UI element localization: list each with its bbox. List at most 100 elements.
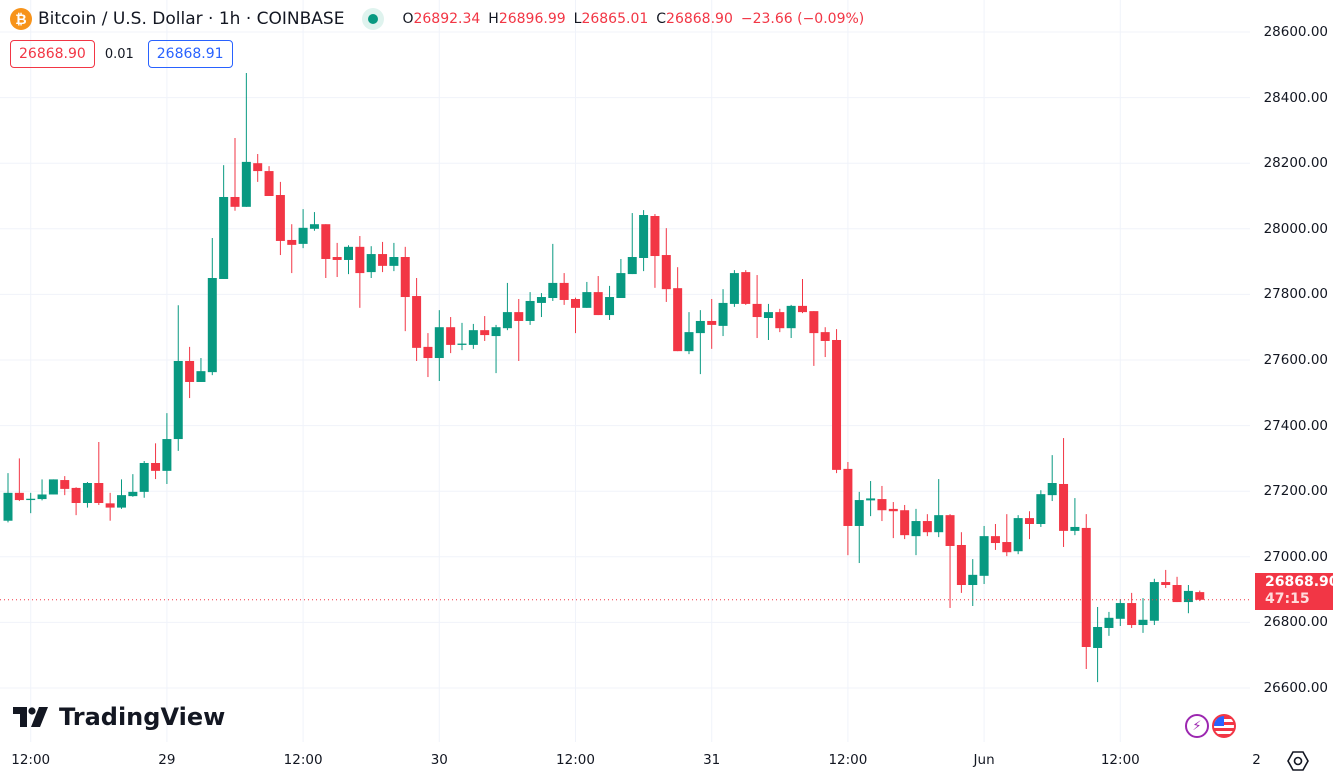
us-flag-icon[interactable] — [1212, 714, 1236, 738]
candle-body-up — [1013, 518, 1023, 552]
price-axis[interactable]: 28600.00 28400.00 28200.00 28000.00 27800.00… — [1250, 0, 1338, 742]
candle-body-down — [514, 312, 524, 321]
candle-body-down — [264, 171, 274, 196]
time-axis[interactable]: 12:00 29 12:00 30 12:00 31 12:00 Jun 12:00 2 — [0, 742, 1261, 781]
price-tick-label: 28600.00 — [1263, 24, 1328, 40]
candle-body-down — [1127, 603, 1137, 626]
buy-price-button[interactable]: 26868.91 — [147, 40, 233, 68]
close-value: 26868.90 — [666, 11, 733, 27]
candle-body-down — [332, 257, 342, 260]
time-tick-label: 30 — [430, 752, 448, 768]
candle-body-down — [877, 499, 887, 511]
candle-body-down — [480, 330, 490, 336]
candle-body-down — [990, 536, 1000, 544]
candle-body-up — [786, 305, 796, 329]
open-label: O — [402, 11, 414, 27]
candle-body-up — [344, 246, 353, 260]
low-label: L — [573, 11, 582, 27]
time-tick-label: Jun — [973, 752, 995, 768]
spread-value: 0.01 — [104, 46, 134, 62]
price-tick-label: 26800.00 — [1263, 614, 1328, 631]
candle-body-up — [1047, 483, 1057, 496]
candle-body-up — [502, 312, 512, 329]
candle-body-up — [366, 254, 376, 273]
candle-body-up — [1149, 582, 1159, 621]
tradingview-logo-icon — [13, 707, 48, 727]
candle-body-down — [14, 492, 24, 501]
symbol-title[interactable]: Bitcoin / U.S. Dollar · 1h · COINBASE — [38, 9, 345, 29]
candle-body-up — [491, 327, 501, 337]
price-tick-label: 28000.00 — [1263, 220, 1328, 237]
candle-body-down — [888, 508, 898, 512]
logo-text: TradingView — [59, 703, 226, 731]
price-tick-label: 27200.00 — [1263, 483, 1328, 500]
candlestick-chart[interactable] — [0, 0, 1250, 742]
candle-body-up — [763, 312, 773, 319]
candle-body-up — [82, 483, 92, 504]
candle-body-up — [457, 343, 467, 345]
settings-gear-icon[interactable] — [1287, 750, 1309, 772]
low-value: 26865.01 — [581, 11, 649, 27]
time-tick-label: 31 — [703, 752, 721, 768]
candle-body-up — [298, 227, 308, 244]
candle-body-down — [355, 246, 365, 274]
candle-body-down — [650, 216, 660, 257]
candle-body-up — [684, 332, 694, 352]
candle-body-up — [48, 479, 58, 495]
candle-body-down — [287, 239, 297, 245]
price-tick-label: 27600.00 — [1263, 352, 1328, 368]
candle-body-up — [26, 498, 36, 501]
bar-countdown: 47:15 — [1265, 591, 1310, 607]
candle-body-down — [559, 282, 569, 300]
candle-body-down — [593, 292, 603, 316]
candle-body-up — [695, 320, 705, 334]
candle-body-up — [1093, 626, 1103, 648]
time-tick-label: 12:00 — [556, 752, 595, 768]
candle-body-down — [253, 163, 263, 172]
candle-body-up — [162, 439, 172, 471]
candle-body-down — [956, 544, 966, 586]
time-tick-label: 29 — [158, 752, 176, 768]
open-value: 26892.34 — [413, 11, 481, 27]
sell-price-button[interactable]: 26868.90 — [10, 40, 95, 68]
candle-body-up — [468, 330, 478, 345]
candle-body-up — [627, 257, 637, 275]
candle-body-down — [945, 515, 955, 546]
time-tick-label: 12:00 — [828, 752, 868, 768]
candle-body-down — [71, 487, 81, 504]
candle-body-up — [117, 495, 126, 508]
candle-body-up — [37, 494, 47, 500]
bitcoin-icon: ₿ — [10, 8, 32, 30]
candle-body-up — [729, 273, 739, 304]
candle-body-up — [434, 327, 444, 359]
candle-body-down — [741, 272, 751, 304]
candle-body-down — [400, 257, 410, 298]
candle-body-up — [241, 161, 251, 207]
ohlc-values: O26892.34 H26896.99 L26865.01 C26868.90 … — [402, 11, 864, 27]
candle-body-up — [968, 574, 978, 586]
candle-body-up — [309, 224, 319, 229]
time-tick-label: 12:00 — [1100, 752, 1140, 768]
candle-body-down — [1059, 483, 1069, 531]
candle-body-down — [798, 305, 807, 313]
candle-body-down — [900, 510, 910, 536]
candle-body-up — [128, 491, 138, 497]
last-price-label: 26868.90 47:15 — [1255, 573, 1338, 610]
lightning-icon[interactable]: ⚡ — [1185, 714, 1209, 738]
candle-body-up — [911, 521, 921, 537]
time-tick-label: 12:00 — [11, 752, 51, 768]
candle-body-down — [423, 346, 433, 359]
candle-body-up — [536, 297, 546, 303]
candle-body-down — [1172, 585, 1182, 603]
candle-body-up — [616, 273, 626, 299]
candle-body-up — [866, 498, 876, 501]
candle-body-down — [378, 254, 388, 266]
high-value: 26896.99 — [498, 11, 566, 27]
tradingview-logo[interactable]: TradingView — [13, 703, 225, 731]
candle-body-down — [775, 312, 785, 329]
candle-body-down — [275, 195, 285, 241]
candle-body-up — [3, 492, 13, 521]
candle-body-down — [571, 298, 580, 308]
candle-body-up — [1104, 617, 1114, 628]
candle-body-up — [207, 278, 217, 373]
